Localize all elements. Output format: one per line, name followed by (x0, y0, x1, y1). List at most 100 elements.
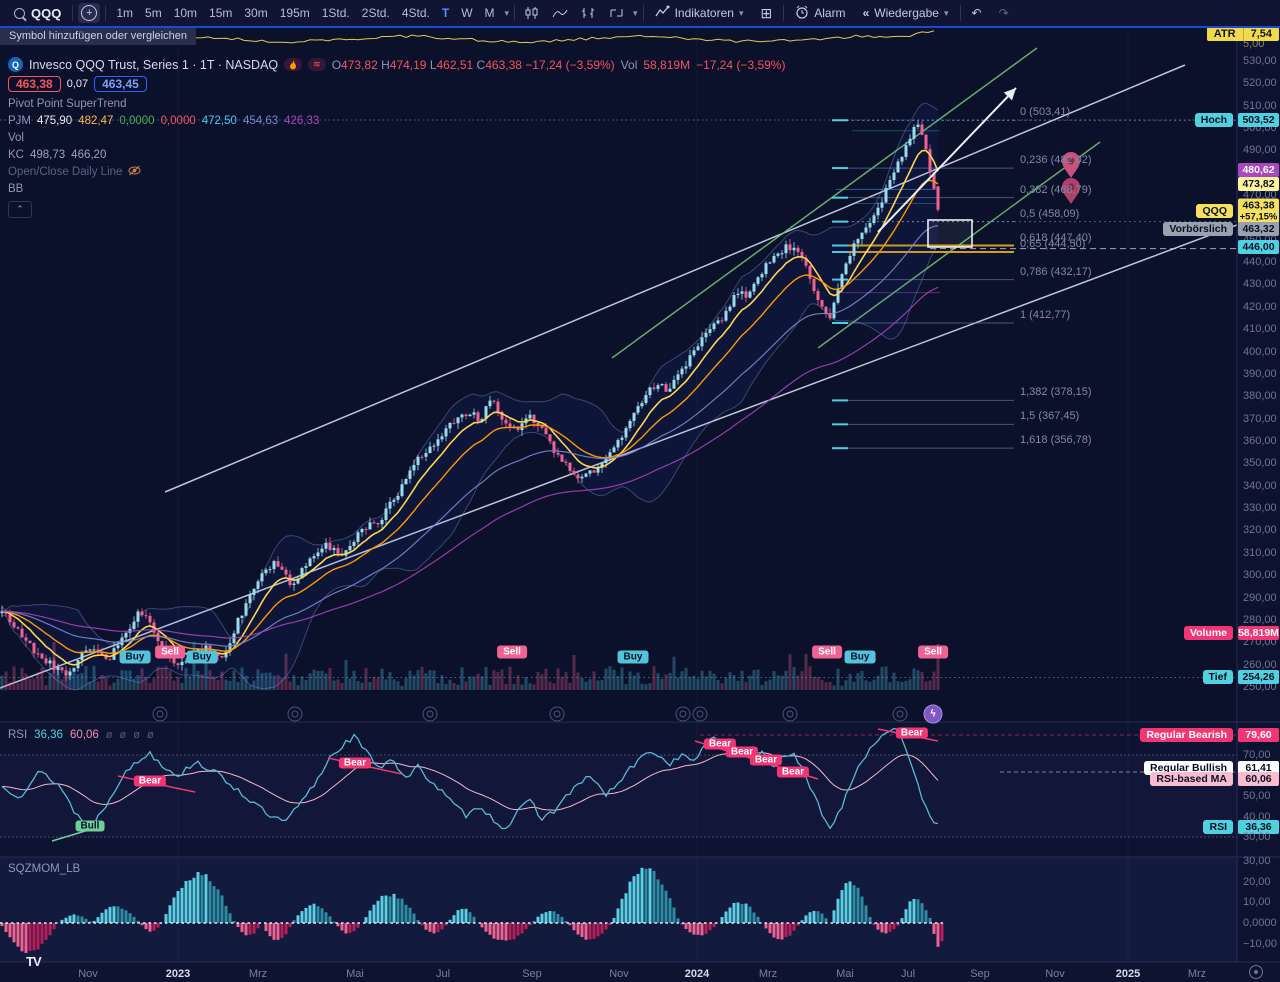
earnings-event-icon[interactable] (782, 706, 798, 722)
indicator-row-pivot-point-supertrend[interactable]: Pivot Point SuperTrend (8, 95, 785, 112)
timeframe-195m[interactable]: 195m (279, 6, 310, 20)
tradingview-logo[interactable]: TV (26, 954, 42, 969)
timeframe-1m[interactable]: 1m (116, 6, 134, 20)
indicator-name: PJM (8, 114, 31, 127)
indicator-row-pjm[interactable]: PJM 475,90 482,47 0,0000 0,0000 472,50 454,63 4… (8, 112, 785, 129)
earnings-event-icon[interactable] (675, 706, 691, 722)
hidden-plot-icon: ø (133, 729, 140, 741)
chevron-down-icon: ▾ (943, 7, 949, 18)
bid-ask-row: 463,38 0,07 463,45 (8, 73, 785, 95)
earnings-event-icon[interactable] (422, 706, 438, 722)
redo-icon: ↷ (998, 6, 1009, 20)
timeframe-M[interactable]: M (484, 6, 495, 20)
bid-price[interactable]: 463,38 (8, 76, 61, 92)
rsi-legend[interactable]: RSI 36,36 60,06 ø ø ø ø (8, 729, 154, 741)
replay-button[interactable]: « Wiedergabe ▾ (862, 6, 949, 20)
flame-icon (284, 58, 303, 71)
indicator-row-open-close-daily-line[interactable]: Open/Close Daily Line (8, 163, 785, 180)
ohlc-key: H (381, 57, 390, 72)
rsi-title: RSI (8, 729, 28, 741)
redo-button[interactable]: ↷ (993, 4, 1015, 22)
layout-grid-icon: ⊞ (760, 4, 773, 21)
chevron-down-icon[interactable]: ▾ (504, 7, 510, 18)
sqzmom-legend[interactable]: SQZMOM_LB (8, 863, 80, 875)
chevron-down-icon[interactable]: ▾ (633, 7, 638, 18)
gear-icon[interactable] (1249, 965, 1263, 979)
indicator-value: 482,47 (78, 114, 114, 127)
timeframe-W[interactable]: W (461, 6, 473, 20)
chart-layout-icon[interactable] (605, 4, 628, 22)
legend-collapse-button[interactable]: ⌃ (8, 201, 32, 218)
earnings-event-icon[interactable] (152, 706, 168, 722)
atr-label: ATR (1206, 27, 1243, 41)
toolbar-separator (783, 5, 785, 21)
earnings-event-icon[interactable] (892, 706, 908, 722)
hidden-plot-icon: ø (146, 729, 154, 741)
add-symbol-tooltip: Symbol hinzufügen oder vergleichen (0, 27, 196, 45)
earnings-event-icon[interactable] (287, 706, 303, 722)
add-symbol-button[interactable]: + (78, 3, 101, 23)
chart-style-line-icon[interactable] (548, 4, 572, 22)
indicator-value: 466,20 (71, 148, 107, 161)
timeframe-30m[interactable]: 30m (244, 6, 268, 20)
rsi-ma-value: 60,06 (69, 729, 99, 741)
ohlc-value: 463,38 (485, 57, 526, 72)
toolbar-separator (72, 5, 74, 21)
rewind-icon: « (862, 6, 870, 20)
indicator-value: 472,50 (201, 114, 237, 127)
eye-off-icon[interactable] (128, 164, 141, 180)
symbol-search[interactable]: QQQ (8, 4, 67, 23)
timeframe-5m[interactable]: 5m (145, 6, 162, 20)
timeframe-4Std.[interactable]: 4Std. (401, 6, 430, 20)
indicator-legend-list: Pivot Point SuperTrend PJM 475,90 482,47 0,0… (8, 95, 785, 197)
toolbar-separator (105, 5, 107, 21)
ask-price[interactable]: 463,45 (94, 76, 147, 92)
symbol-logo: Q (8, 57, 23, 72)
indicator-value: 454,63 (242, 114, 279, 127)
timeframe-10m[interactable]: 10m (173, 6, 198, 20)
indicators-icon (655, 5, 670, 21)
indicator-row-vol[interactable]: Vol (8, 129, 785, 146)
atr-badge: ATR 7,54 (1206, 27, 1279, 41)
volume-change: −17,24 (−3,59%) (696, 57, 786, 72)
sqzmom-title: SQZMOM_LB (8, 863, 81, 875)
indicator-name: Vol (8, 131, 24, 144)
price-change: −17,24 (−3,59%) (525, 57, 615, 72)
earnings-event-icon[interactable] (549, 706, 565, 722)
toolbar-separator (959, 5, 961, 21)
undo-button[interactable]: ↶ (966, 4, 988, 22)
spread-value: 0,07 (66, 78, 89, 90)
symbol-name: QQQ (31, 5, 62, 21)
indicators-button[interactable]: Indikatoren ▾ (649, 3, 750, 23)
indicator-name: Pivot Point SuperTrend (8, 97, 127, 110)
ohlc-value: 462,51 (436, 57, 477, 72)
indicator-row-kc[interactable]: KC 498,73 466,20 (8, 146, 785, 163)
timeframe-T[interactable]: T (441, 6, 450, 20)
ohlc-key: C (476, 57, 486, 72)
indicator-value: 475,90 (37, 114, 73, 127)
indicator-name: Open/Close Daily Line (8, 165, 123, 178)
earnings-event-icon[interactable] (692, 706, 708, 722)
layout-grid-button[interactable]: ⊞ (754, 3, 778, 24)
chart-style-candles-icon[interactable] (520, 4, 543, 22)
top-toolbar: QQQ + 1m 5m 10m 15m 30m 195m 1Std. 2Std. 4Std. T W… (0, 0, 1280, 26)
indicator-value: 498,73 (29, 148, 66, 161)
indicator-row-bb[interactable]: BB (8, 180, 785, 197)
chart-style-bars-icon[interactable] (577, 4, 600, 22)
ohlc-key: L (429, 57, 437, 72)
ohlc-values: O473,82 H474,19 L462,51 C463,38 −17,24 (… (332, 58, 615, 72)
volume-label: Vol (620, 57, 638, 72)
ohlc-key: O (331, 57, 342, 72)
indicator-name: BB (8, 182, 24, 195)
timeframe-1Std.[interactable]: 1Std. (321, 6, 350, 20)
main-legend: Q Invesco QQQ Trust, Series 1 · 1T · NAS… (8, 56, 785, 218)
undo-icon: ↶ (971, 6, 982, 20)
symbol-legend-row[interactable]: Q Invesco QQQ Trust, Series 1 · 1T · NAS… (8, 56, 785, 73)
hot-streak-icon: ≋ (308, 58, 326, 71)
indicator-value: 426,33 (284, 114, 320, 127)
timeframe-15m[interactable]: 15m (209, 6, 233, 20)
alarm-button[interactable]: Alarm (789, 3, 851, 24)
timeframe-2Std.[interactable]: 2Std. (361, 6, 390, 20)
lightning-event-icon[interactable]: ϟ (923, 704, 943, 724)
